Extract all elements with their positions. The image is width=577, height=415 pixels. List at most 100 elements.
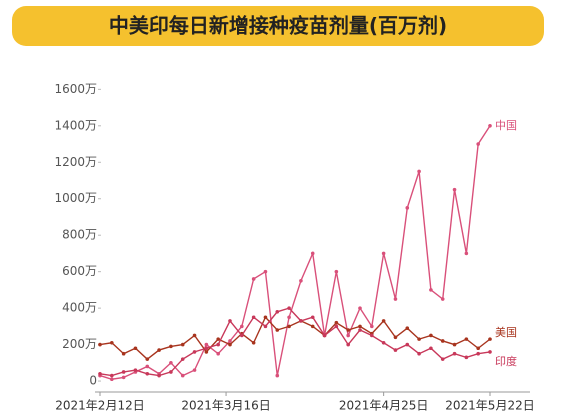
data-point (358, 328, 362, 332)
data-point (192, 368, 197, 372)
data-point (393, 335, 398, 340)
data-point (121, 375, 126, 380)
data-point (204, 350, 209, 354)
data-point (228, 339, 232, 343)
data-point (322, 333, 327, 338)
data-point (334, 324, 339, 329)
data-point (334, 320, 339, 325)
data-point (452, 351, 457, 356)
data-point (192, 350, 197, 354)
series-line (99, 316, 491, 361)
data-point (169, 361, 173, 365)
data-point (180, 357, 185, 361)
data-point (452, 342, 457, 347)
data-point (464, 251, 469, 256)
data-point (452, 187, 457, 192)
data-point (334, 269, 339, 274)
data-point (240, 324, 244, 329)
y-tick-label: 1400万 (54, 118, 97, 132)
data-point (228, 342, 232, 347)
series-label: 中国 (495, 119, 517, 132)
data-point (370, 333, 374, 338)
data-point (488, 124, 492, 128)
data-point (133, 368, 138, 372)
data-point (216, 337, 220, 341)
x-tick-label: 2021年4月25日 (339, 399, 428, 413)
data-point (310, 315, 315, 320)
data-point (192, 333, 197, 338)
y-tick-label: 200万 (62, 337, 97, 351)
data-point (440, 297, 445, 301)
y-tick-label: 600万 (62, 264, 97, 278)
data-point (440, 339, 445, 343)
data-point (275, 373, 280, 378)
data-point (121, 370, 126, 374)
data-point (275, 328, 280, 332)
data-point (464, 355, 469, 360)
data-point (429, 346, 433, 351)
data-point (145, 371, 150, 376)
data-point (110, 373, 114, 378)
data-point (228, 319, 232, 323)
x-tick-label: 2021年5月22日 (445, 399, 534, 413)
series-label: 印度 (495, 354, 517, 368)
data-point (381, 319, 386, 323)
data-point (476, 142, 480, 146)
y-tick-label: 1000万 (54, 191, 97, 205)
data-point (263, 269, 268, 274)
data-point (145, 364, 150, 369)
chart-title: 中美印每日新增接种疫苗剂量(百万剂) (109, 14, 447, 38)
data-point (405, 342, 410, 347)
data-point (429, 333, 433, 338)
data-point (216, 351, 220, 356)
data-point (488, 337, 492, 341)
data-point (346, 328, 350, 332)
data-point (180, 342, 185, 347)
series-line (99, 125, 491, 380)
data-point (476, 346, 480, 351)
x-tick-label: 2021年3月16日 (181, 399, 270, 413)
data-point (358, 324, 362, 329)
data-point (417, 351, 421, 356)
data-point (299, 278, 303, 283)
data-point (405, 326, 410, 330)
data-point (287, 306, 291, 310)
data-point (370, 324, 374, 329)
data-point (204, 346, 209, 351)
data-point (157, 373, 161, 378)
data-point (287, 315, 291, 320)
data-point (204, 342, 209, 347)
data-point (263, 324, 268, 329)
data-point (251, 277, 256, 281)
x-tick-label: 2021年2月12日 (55, 399, 144, 413)
y-tick-label: 0 (89, 374, 97, 388)
y-tick-label: 1600万 (54, 82, 97, 96)
data-point (440, 357, 445, 361)
data-point (405, 206, 410, 210)
data-point (488, 350, 492, 354)
data-point (169, 370, 173, 374)
data-point (310, 251, 315, 256)
data-point (287, 324, 291, 329)
data-point (157, 348, 161, 352)
data-point (358, 306, 362, 310)
data-point (145, 357, 150, 361)
data-point (381, 340, 386, 345)
data-point (417, 169, 421, 174)
data-point (393, 297, 398, 301)
data-point (180, 373, 185, 378)
data-point (110, 340, 114, 345)
data-point (251, 315, 256, 320)
data-point (381, 251, 386, 256)
data-point (98, 342, 102, 347)
data-point (216, 342, 220, 347)
data-point (98, 371, 102, 376)
data-point (429, 288, 433, 292)
y-tick-label: 800万 (62, 228, 97, 242)
data-point (133, 346, 138, 351)
data-point (240, 333, 244, 338)
data-point (476, 351, 480, 356)
data-point (464, 337, 469, 341)
data-point (393, 348, 398, 352)
